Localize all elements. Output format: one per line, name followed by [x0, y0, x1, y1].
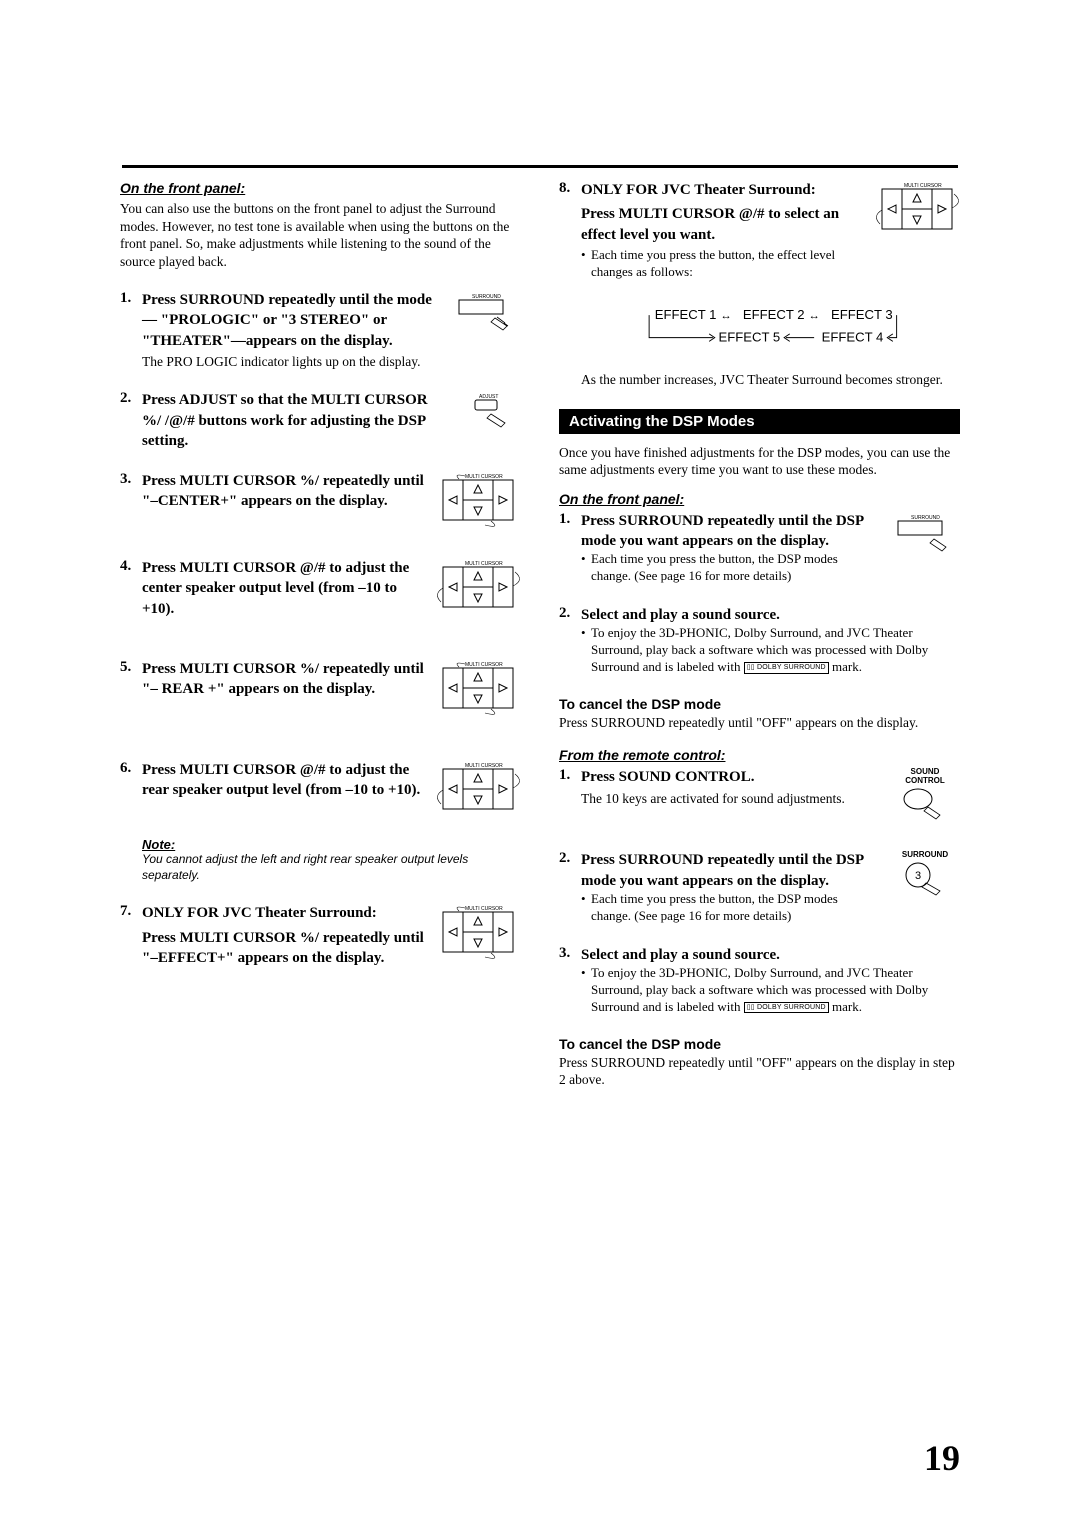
button-number: 3	[915, 870, 921, 882]
note-body: You cannot adjust the left and right rea…	[142, 852, 521, 883]
remote-steps: Press SOUND CONTROL. The 10 keys are act…	[559, 767, 960, 1015]
step-title: Press MULTI CURSOR %/ repeatedly until "…	[142, 928, 425, 969]
step-7: ONLY FOR JVC Theater Surround: Press MUL…	[120, 903, 521, 970]
cancel-heading-2: To cancel the DSP mode	[559, 1036, 960, 1052]
step-title: Press MULTI CURSOR %/ repeatedly until "…	[142, 471, 425, 512]
right-panel-steps: Press SURROUND repeatedly until the DSP …	[559, 511, 960, 676]
step-pre-title: ONLY FOR JVC Theater Surround:	[142, 903, 425, 923]
step-title: Select and play a sound source.	[581, 605, 960, 625]
svg-text:MULTI CURSOR: MULTI CURSOR	[465, 662, 503, 668]
panel-label: On the front panel:	[120, 180, 521, 196]
svg-text:SURROUND: SURROUND	[911, 515, 940, 521]
left-column: On the front panel: You can also use the…	[120, 180, 521, 1089]
step-title: Press MULTI CURSOR @/# to adjust the rea…	[142, 760, 425, 801]
step-title: Press MULTI CURSOR @/# to adjust the cen…	[142, 558, 425, 619]
page-number: 19	[924, 1437, 960, 1479]
cancel-body: Press SURROUND repeatedly until "OFF" ap…	[559, 714, 960, 732]
multi-cursor-icon: MULTI CURSOR	[435, 903, 521, 970]
step-bullet: Each time you press the button, the DSP …	[581, 551, 880, 585]
panel-step-1: Press SURROUND repeatedly until the DSP …	[559, 511, 960, 585]
panel-step-2: Select and play a sound source. To enjoy…	[559, 605, 960, 676]
effect-5: EFFECT 5	[718, 329, 780, 344]
right-step-8: ONLY FOR JVC Theater Surround: Press MUL…	[559, 180, 960, 389]
effect-loop-diagram: EFFECT 1 ↔ EFFECT 2 ↔ EFFECT 3 EFFECT 5 …	[581, 293, 960, 360]
adjust-button-icon: ADJUST	[451, 390, 521, 445]
remote-step-2: Press SURROUND repeatedly until the DSP …	[559, 850, 960, 924]
icon-label: SURROUND	[890, 850, 960, 859]
effect-1: EFFECT 1	[654, 306, 716, 321]
svg-text:MULTI CURSOR: MULTI CURSOR	[904, 183, 942, 189]
step-title: Press SURROUND repeatedly until the mode…	[142, 290, 441, 351]
multi-cursor-icon: MULTI CURSOR	[435, 760, 521, 827]
step-5: Press MULTI CURSOR %/ repeatedly until "…	[120, 659, 521, 726]
step-body: The 10 keys are activated for sound adju…	[581, 790, 880, 808]
step-title: Press SURROUND repeatedly until the DSP …	[581, 850, 880, 891]
surround-button-icon: SURROUND	[451, 290, 521, 345]
step-body: The PRO LOGIC indicator lights up on the…	[142, 353, 441, 371]
remote-label: From the remote control:	[559, 747, 960, 763]
svg-text:MULTI CURSOR: MULTI CURSOR	[465, 474, 503, 480]
svg-text:MULTI CURSOR: MULTI CURSOR	[465, 561, 503, 567]
cancel-heading: To cancel the DSP mode	[559, 696, 960, 712]
multi-cursor-icon: MULTI CURSOR	[435, 659, 521, 726]
svg-text:MULTI CURSOR: MULTI CURSOR	[465, 906, 503, 912]
step-title: Press MULTI CURSOR %/ repeatedly until "…	[142, 659, 425, 700]
step-8-after: As the number increases, JVC Theater Sur…	[581, 371, 960, 389]
step-bullet: Each time you press the button, the effe…	[581, 247, 864, 281]
step-title: Press SOUND CONTROL.	[581, 767, 880, 787]
surround-remote-button-icon: SURROUND 3	[890, 850, 960, 904]
svg-text:↔: ↔	[720, 309, 731, 321]
svg-text:ADJUST: ADJUST	[479, 394, 498, 400]
effect-3: EFFECT 3	[831, 306, 893, 321]
note-label: Note:	[142, 837, 521, 852]
step-bullet: Each time you press the button, the DSP …	[581, 891, 880, 925]
effect-4: EFFECT 4	[821, 329, 883, 344]
bar-intro: Once you have finished adjustments for t…	[559, 444, 960, 479]
svg-text:MULTI CURSOR: MULTI CURSOR	[465, 763, 503, 769]
dolby-mark-icon: ▯▯ DOLBY SURROUND	[744, 662, 829, 673]
step-1: Press SURROUND repeatedly until the mode…	[120, 290, 521, 370]
remote-step-3: Select and play a sound source. To enjoy…	[559, 945, 960, 1016]
effect-2: EFFECT 2	[742, 306, 804, 321]
multi-cursor-icon: MULTI CURSOR	[435, 471, 521, 538]
step-title: Select and play a sound source.	[581, 945, 960, 965]
step-title: Press SURROUND repeatedly until the DSP …	[581, 511, 880, 552]
step-bullet: To enjoy the 3D-PHONIC, Dolby Surround, …	[581, 965, 960, 1016]
step-title: Press MULTI CURSOR @/# to select an effe…	[581, 204, 864, 245]
right-column: ONLY FOR JVC Theater Surround: Press MUL…	[559, 180, 960, 1089]
step-6: Press MULTI CURSOR @/# to adjust the rea…	[120, 760, 521, 883]
bullet-tail: mark.	[832, 999, 862, 1014]
left-steps: Press SURROUND repeatedly until the mode…	[120, 290, 521, 970]
step-3: Press MULTI CURSOR %/ repeatedly until "…	[120, 471, 521, 538]
cancel-body-2: Press SURROUND repeatedly until "OFF" ap…	[559, 1054, 960, 1089]
surround-button-icon: SURROUND	[890, 511, 960, 566]
icon-label: SURROUND	[472, 294, 501, 300]
step-bullet: To enjoy the 3D-PHONIC, Dolby Surround, …	[581, 625, 960, 676]
step-pre-title: ONLY FOR JVC Theater Surround:	[581, 180, 864, 200]
step-8: ONLY FOR JVC Theater Surround: Press MUL…	[559, 180, 960, 389]
dolby-mark-icon: ▯▯ DOLBY SURROUND	[744, 1002, 829, 1013]
intro-text: You can also use the buttons on the fron…	[120, 200, 521, 270]
bullet-tail: mark.	[832, 659, 862, 674]
section-heading-bar: Activating the DSP Modes	[559, 409, 960, 434]
sound-control-button-icon: SOUND CONTROL	[890, 767, 960, 830]
two-column-layout: On the front panel: You can also use the…	[120, 180, 960, 1089]
svg-text:↔: ↔	[808, 309, 819, 321]
multi-cursor-icon: MULTI CURSOR	[874, 180, 960, 247]
top-rule	[122, 165, 958, 168]
icon-label: SOUND CONTROL	[890, 767, 960, 785]
step-4: Press MULTI CURSOR @/# to adjust the cen…	[120, 558, 521, 625]
multi-cursor-icon: MULTI CURSOR	[435, 558, 521, 625]
remote-step-1: Press SOUND CONTROL. The 10 keys are act…	[559, 767, 960, 830]
step-2: Press ADJUST so that the MULTI CURSOR %/…	[120, 390, 521, 451]
step-title: Press ADJUST so that the MULTI CURSOR %/…	[142, 390, 441, 451]
panel-label: On the front panel:	[559, 491, 960, 507]
